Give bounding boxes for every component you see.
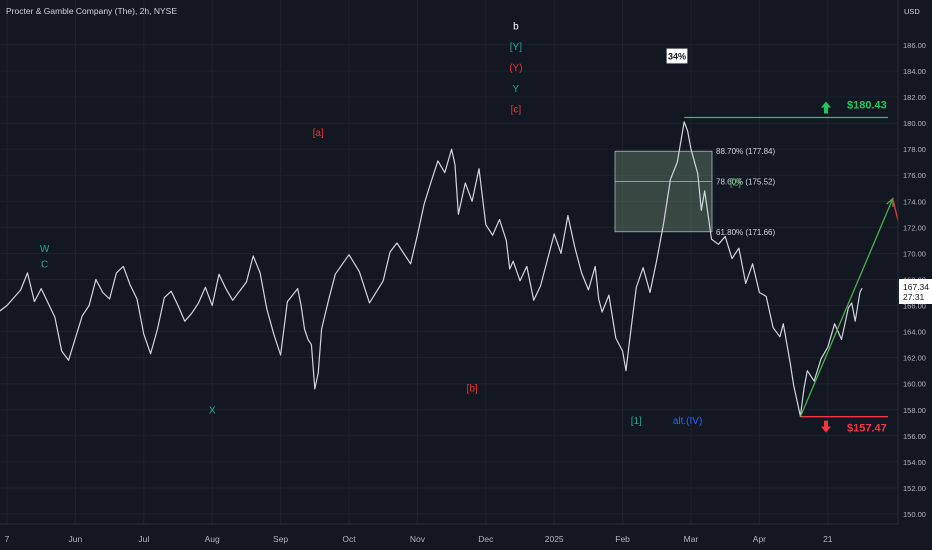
wave-label: [Y] [510,42,522,53]
wave-label: Y [513,84,520,95]
y-tick-label: 154.00 [903,458,926,467]
x-tick-label: 2025 [545,534,564,544]
x-tick-label: 21 [823,534,833,544]
fib-level-label: 88.70% (177.84) [716,147,775,156]
y-tick-label: 152.00 [903,484,926,493]
wave-label: [2] [730,178,741,189]
x-tick-label: Feb [615,534,630,544]
y-tick-label: 162.00 [903,354,926,363]
probability-label: 34% [668,52,686,62]
y-tick-label: 158.00 [903,406,926,415]
wave-label: W [40,244,50,255]
grid-lines [0,0,898,524]
x-tick-label: Aug [205,534,220,544]
last-price-badge-bg [899,279,932,304]
y-tick-label: 174.00 [903,197,926,206]
price-series [0,121,863,417]
y-tick-label: 166.00 [903,302,926,311]
wave-label: [a] [313,128,324,139]
y-tick-label: 176.00 [903,171,926,180]
y-tick-label: 172.00 [903,223,926,232]
y-tick-label: 156.00 [903,432,926,441]
last-price-badge: 167.34 27:31 [899,279,932,304]
x-tick-label: Jul [138,534,149,544]
y-tick-label: 160.00 [903,380,926,389]
x-tick-label: 7 [5,534,10,544]
currency-label: USD [904,7,920,16]
y-tick-label: 164.00 [903,328,926,337]
wave-label: C [41,260,48,271]
x-tick-label: Sep [273,534,288,544]
wave-label: X [209,406,216,417]
wave-label: [1] [631,416,642,427]
y-tick-label: 184.00 [903,67,926,76]
y-tick-label: 170.00 [903,249,926,258]
last-price: 167.34 [903,282,929,292]
projection-arrows: 34% [665,47,932,417]
wave-label: b [513,21,519,32]
fibonacci-zone: 88.70% (177.84) 78.60% (175.52) 61.80% (17… [614,147,775,237]
wave-labels: WC X [a] [b] b [Y] (Y) Y [c] [2] [1] alt.(IV) [40,21,741,427]
x-tick-label: Nov [410,534,426,544]
wave-label: [b] [467,384,478,395]
y-tick-label: 150.00 [903,510,926,519]
y-tick-label: 182.00 [903,93,926,102]
x-tick-label: Jun [69,534,83,544]
level-arrow-icon [821,101,831,114]
price-axis-bg [898,0,932,550]
chart-title: Procter & Gamble Company (The), 2h, NYSE [6,6,177,16]
fib-level-label: 78.60% (175.52) [716,177,775,186]
fib-zone-box [614,150,713,233]
x-tick-label: Apr [753,534,766,544]
fib-level-label: 61.80% (171.66) [716,228,775,237]
level-arrow-icon [821,420,831,433]
x-tick-label: Mar [684,534,699,544]
y-tick-label: 178.00 [903,145,926,154]
x-tick-label: Oct [342,534,356,544]
x-tick-label: Dec [478,534,494,544]
wave-label: [c] [511,105,522,116]
price-levels: $180.43 $157.47 [684,99,888,435]
wave-label: (Y) [509,63,522,74]
y-tick-label: 180.00 [903,119,926,128]
bar-countdown: 27:31 [903,292,925,302]
projection-line [799,198,894,417]
wave-label: alt.(IV) [673,416,702,427]
price-level-label: $180.43 [847,99,887,111]
y-tick-label: 186.00 [903,41,926,50]
price-line [0,121,863,417]
probability-box [665,47,689,65]
price-level-label: $157.47 [847,423,887,435]
